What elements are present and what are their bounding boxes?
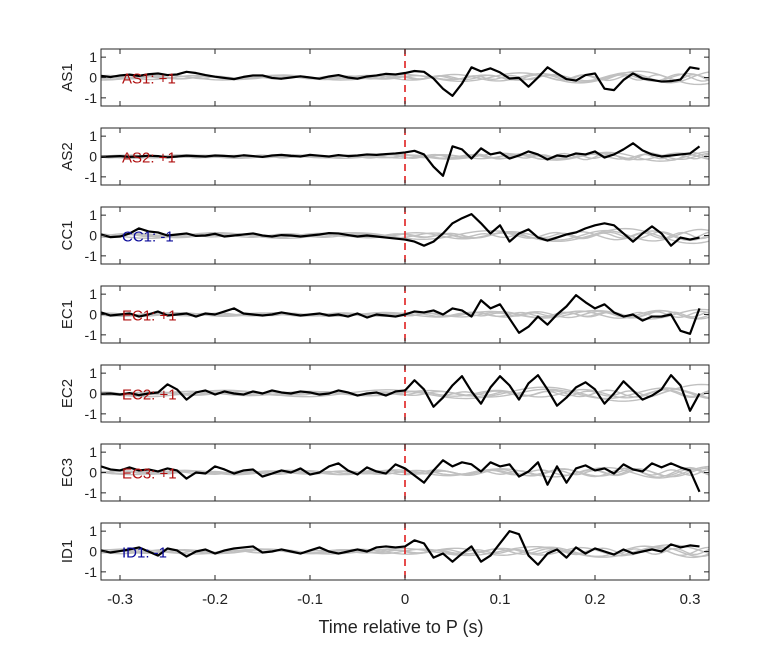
- y-tick-label: 1: [89, 207, 97, 223]
- y-axis-label: EC1: [59, 300, 76, 329]
- y-axis-label: AS1: [59, 63, 76, 91]
- y-tick-label: 0: [89, 465, 97, 481]
- polarity-annotation: AS1: +1: [122, 71, 176, 88]
- panel-cc1: 1 0 -1 CC1 CC1: -1: [59, 206, 710, 265]
- y-tick-label: 1: [89, 286, 97, 302]
- x-axis-label: Time relative to P (s): [318, 617, 483, 637]
- polarity-annotation: EC2: +1: [122, 387, 177, 404]
- panel-as1: 1 0 -1 AS1 AS1: +1: [59, 48, 710, 107]
- y-tick-label: 0: [89, 386, 97, 402]
- x-tick-label: 0.1: [490, 591, 511, 608]
- polarity-annotation: AS2: +1: [122, 150, 176, 167]
- y-tick-label: 0: [89, 307, 97, 323]
- trace-ec3: [101, 459, 701, 493]
- y-axis-label: AS2: [59, 142, 76, 170]
- trace-as2: [101, 142, 701, 177]
- trace-as1: [101, 66, 700, 97]
- y-tick-label: 1: [89, 128, 97, 144]
- y-tick-label: 1: [89, 444, 97, 460]
- background-trace: [101, 227, 709, 245]
- y-tick-label: 0: [89, 149, 97, 165]
- y-tick-label: -1: [85, 90, 98, 106]
- x-tick-label: 0: [401, 591, 409, 608]
- y-tick-label: 1: [89, 49, 97, 65]
- panel-as2: 1 0 -1 AS2 AS2: +1: [59, 127, 710, 186]
- y-tick-label: 1: [89, 523, 97, 539]
- panel-ec1: 1 0 -1 EC1 EC1: +1: [59, 285, 710, 344]
- panel-id1: 1 0 -1 ID1 ID1: -1: [59, 522, 710, 581]
- y-tick-label: 1: [89, 365, 97, 381]
- y-tick-label: -1: [85, 564, 98, 580]
- y-tick-label: 0: [89, 228, 97, 244]
- panel-ec3: 1 0 -1 EC3 EC3: +1: [59, 443, 710, 502]
- y-axis-label: ID1: [59, 540, 76, 563]
- y-tick-label: -1: [85, 485, 98, 501]
- x-tick-label: -0.2: [202, 591, 228, 608]
- x-tick-label: 0.3: [680, 591, 701, 608]
- y-tick-label: 0: [89, 70, 97, 86]
- polarity-annotation: CC1: -1: [122, 229, 174, 246]
- background-trace: [101, 545, 709, 559]
- trace-id1: [101, 530, 700, 566]
- trace-ec2: [101, 374, 701, 412]
- polarity-annotation: EC1: +1: [122, 308, 177, 325]
- x-tick-label: -0.1: [297, 591, 323, 608]
- polarity-annotation: EC3: +1: [122, 466, 177, 483]
- x-tick-label: -0.3: [107, 591, 133, 608]
- polarity-annotation: ID1: -1: [122, 545, 167, 562]
- y-tick-label: -1: [85, 406, 98, 422]
- trace-cc1: [101, 213, 700, 247]
- x-axis: -0.3 -0.2 -0.1 0 0.1 0.2 0.3: [107, 591, 700, 608]
- x-tick-label: 0.2: [585, 591, 606, 608]
- y-axis-label: EC2: [59, 379, 76, 408]
- panel-ec2: 1 0 -1 EC2 EC2: +1: [59, 364, 710, 423]
- y-tick-label: 0: [89, 544, 97, 560]
- y-tick-label: -1: [85, 327, 98, 343]
- trace-ec1: [101, 294, 701, 335]
- panels-group: 1 0 -1 AS1 AS1: +1 1 0 -1 AS2 AS2: +1 1 0 -1 CC1 CC1: …: [59, 48, 710, 581]
- y-tick-label: -1: [85, 248, 98, 264]
- y-tick-label: -1: [85, 169, 98, 185]
- y-axis-label: EC3: [59, 458, 76, 487]
- y-axis-label: CC1: [59, 220, 76, 250]
